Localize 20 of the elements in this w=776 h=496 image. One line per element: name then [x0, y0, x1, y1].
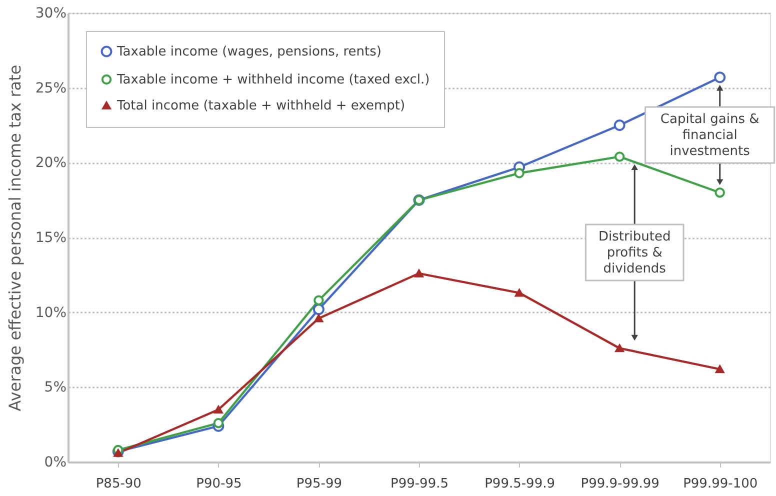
x-tick-label: P99.99-100	[683, 476, 758, 492]
annotation: Distributed profits & dividends	[598, 229, 671, 276]
y-axis-title: Average effective personal income tax rate	[5, 64, 24, 412]
x-tick-label: P95-99	[296, 476, 342, 492]
y-tick-label: 15%	[35, 230, 66, 246]
x-tick-label: P90-95	[196, 476, 242, 492]
x-tick-label: P99.9-99.99	[580, 476, 660, 492]
x-tick-label: P99-99.5	[390, 476, 449, 492]
y-tick-label: 30%	[35, 6, 66, 22]
y-tick-label: 20%	[35, 155, 66, 172]
x-tick-label: P99.5-99.9	[484, 476, 555, 492]
y-tick-label: 5%	[44, 380, 66, 396]
legend-label: Taxable income (wages, pensions, rents)	[116, 44, 382, 60]
legend-label: Total income (taxable + withheld + exempt)	[116, 98, 406, 114]
y-tick-label: 25%	[35, 80, 66, 96]
annotation: Capital gains & financial investments	[660, 112, 760, 159]
y-tick-label: 10%	[35, 304, 66, 321]
x-tick-label: P85-90	[96, 476, 142, 492]
legend-label: Taxable income + withheld income (taxed excl.)	[116, 72, 430, 88]
y-tick-label: 0%	[44, 454, 66, 470]
